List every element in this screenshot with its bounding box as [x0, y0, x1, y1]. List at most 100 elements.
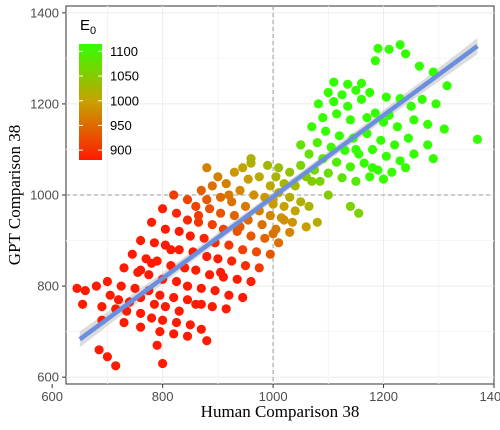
- legend-tick-label: 1000: [110, 93, 139, 108]
- data-point: [182, 281, 193, 291]
- data-point: [395, 156, 405, 166]
- color-legend: E0 1100 1050 1000 950 900: [79, 17, 139, 160]
- data-point: [174, 226, 184, 236]
- data-point: [193, 210, 204, 221]
- y-axis-title: GPT Comparison 38: [5, 125, 24, 265]
- data-point: [158, 358, 168, 369]
- data-point: [185, 320, 195, 330]
- data-point: [94, 345, 104, 355]
- data-point: [249, 190, 259, 200]
- data-point: [343, 79, 353, 89]
- data-point: [182, 215, 193, 225]
- data-point: [378, 174, 389, 184]
- data-point: [202, 336, 212, 346]
- data-point: [216, 208, 226, 218]
- data-point: [174, 306, 184, 316]
- data-point: [351, 144, 361, 155]
- data-point: [246, 154, 256, 164]
- data-point: [80, 286, 90, 296]
- data-point: [149, 299, 159, 309]
- x-tick-label: 600: [41, 389, 63, 404]
- data-point: [345, 162, 355, 172]
- data-point: [312, 138, 322, 148]
- data-point: [392, 122, 402, 132]
- data-point: [409, 149, 419, 159]
- data-point: [423, 140, 433, 150]
- data-point: [202, 251, 212, 262]
- data-point: [274, 238, 284, 248]
- data-point: [329, 97, 339, 107]
- data-point: [136, 322, 146, 332]
- data-point: [370, 56, 380, 66]
- data-point: [196, 324, 206, 334]
- data-point: [304, 201, 314, 211]
- data-point: [359, 158, 369, 168]
- data-point: [191, 265, 201, 275]
- data-point: [332, 109, 342, 119]
- data-point: [207, 302, 217, 312]
- data-point: [354, 208, 364, 218]
- data-point: [227, 256, 237, 266]
- data-point: [166, 245, 176, 255]
- data-point: [321, 126, 331, 136]
- data-point: [431, 99, 441, 109]
- data-point: [304, 149, 314, 159]
- data-point: [401, 163, 411, 173]
- data-point: [147, 258, 157, 268]
- data-point: [265, 249, 275, 259]
- data-point: [147, 217, 157, 227]
- data-point: [174, 245, 184, 255]
- data-point: [381, 151, 391, 161]
- data-point: [472, 134, 482, 144]
- data-point: [213, 172, 223, 182]
- data-point: [254, 263, 264, 273]
- data-point: [318, 113, 328, 123]
- data-point: [127, 249, 137, 259]
- data-point: [240, 201, 251, 211]
- data-point: [202, 195, 212, 205]
- data-point: [116, 281, 126, 291]
- data-point: [312, 217, 322, 227]
- data-point: [417, 94, 427, 104]
- data-point: [370, 108, 380, 118]
- data-point: [160, 302, 170, 312]
- data-point: [238, 292, 248, 303]
- data-point: [381, 92, 391, 102]
- data-point: [365, 172, 375, 182]
- data-point: [307, 122, 317, 132]
- data-point: [182, 331, 193, 341]
- data-point: [155, 290, 165, 300]
- data-point: [229, 210, 239, 221]
- data-point: [296, 160, 306, 170]
- data-point: [337, 173, 347, 183]
- data-point: [221, 304, 231, 314]
- data-point: [351, 176, 361, 186]
- data-point: [182, 195, 193, 205]
- data-point: [323, 168, 333, 178]
- data-point: [185, 231, 195, 241]
- data-point: [205, 204, 215, 214]
- y-tick-label: 800: [37, 279, 59, 294]
- data-point: [191, 201, 201, 211]
- data-point: [152, 340, 162, 350]
- data-point: [285, 227, 295, 237]
- data-point: [343, 101, 353, 111]
- data-point: [193, 217, 204, 227]
- data-point: [105, 290, 115, 300]
- y-axis-ticks: 600 800 1000 1200 1400: [30, 5, 66, 385]
- data-point: [113, 295, 124, 305]
- data-point: [136, 265, 146, 275]
- legend-tick-label: 950: [110, 118, 132, 133]
- data-point: [285, 192, 295, 202]
- data-point: [78, 299, 88, 309]
- data-point: [171, 208, 182, 218]
- data-point: [287, 217, 297, 227]
- legend-title: E0: [80, 17, 96, 37]
- data-point: [216, 267, 226, 277]
- data-point: [251, 247, 262, 257]
- data-point: [72, 283, 82, 293]
- data-point: [199, 233, 209, 243]
- data-point: [279, 201, 289, 211]
- data-point: [91, 281, 101, 291]
- data-point: [196, 283, 206, 293]
